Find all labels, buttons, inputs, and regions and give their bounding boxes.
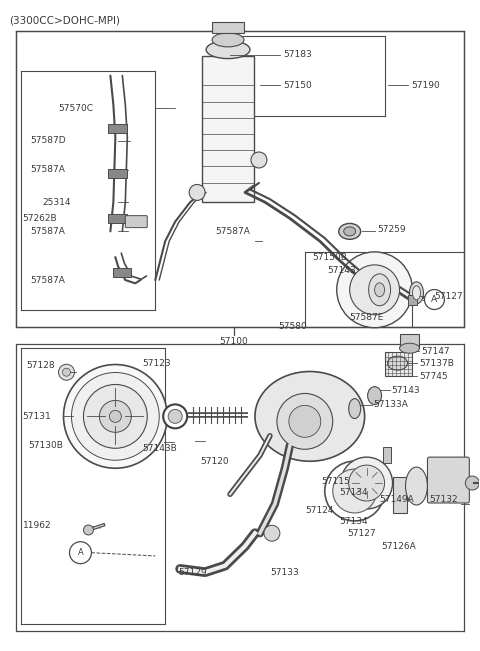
Circle shape xyxy=(336,252,412,327)
Ellipse shape xyxy=(339,223,360,240)
Text: 57126A: 57126A xyxy=(382,542,416,551)
Bar xyxy=(212,21,244,33)
Text: 57120: 57120 xyxy=(200,457,229,466)
Text: 57745: 57745 xyxy=(420,372,448,381)
Ellipse shape xyxy=(348,398,360,419)
Bar xyxy=(202,56,254,202)
Circle shape xyxy=(70,542,91,564)
Circle shape xyxy=(99,400,132,432)
Text: 57587A: 57587A xyxy=(31,165,65,174)
Circle shape xyxy=(289,406,321,437)
Ellipse shape xyxy=(387,356,408,370)
Ellipse shape xyxy=(374,283,384,297)
Ellipse shape xyxy=(369,274,391,306)
Ellipse shape xyxy=(399,343,420,353)
Text: 57150B: 57150B xyxy=(312,253,347,262)
Circle shape xyxy=(277,393,333,449)
Ellipse shape xyxy=(368,387,382,404)
Circle shape xyxy=(62,368,71,376)
Text: 57150: 57150 xyxy=(283,81,312,90)
Circle shape xyxy=(163,404,187,428)
Text: 57129: 57129 xyxy=(178,568,207,577)
Bar xyxy=(408,294,418,305)
Circle shape xyxy=(348,465,384,501)
Text: 57587A: 57587A xyxy=(31,227,65,236)
Circle shape xyxy=(424,290,444,309)
Ellipse shape xyxy=(406,467,428,505)
Text: 57149A: 57149A xyxy=(380,495,414,504)
Bar xyxy=(384,352,412,376)
Ellipse shape xyxy=(409,282,423,304)
Circle shape xyxy=(72,372,159,460)
Ellipse shape xyxy=(344,227,356,236)
Circle shape xyxy=(325,461,384,521)
Bar xyxy=(399,334,420,348)
Bar xyxy=(113,268,132,277)
Text: 57259: 57259 xyxy=(378,225,406,234)
Circle shape xyxy=(59,365,74,380)
Text: 57127: 57127 xyxy=(348,529,376,538)
Text: 57143: 57143 xyxy=(328,266,356,275)
Bar xyxy=(108,214,127,223)
FancyBboxPatch shape xyxy=(428,457,469,503)
Bar xyxy=(16,31,464,327)
Text: 57124: 57124 xyxy=(305,506,333,515)
Text: 57587A: 57587A xyxy=(31,275,65,284)
Circle shape xyxy=(63,365,167,468)
Text: 25314: 25314 xyxy=(43,198,71,206)
Text: 57134: 57134 xyxy=(340,488,368,497)
Circle shape xyxy=(84,525,94,535)
Circle shape xyxy=(168,409,182,423)
Ellipse shape xyxy=(212,33,244,47)
Text: 57132: 57132 xyxy=(430,495,458,504)
Circle shape xyxy=(264,525,280,541)
Text: 57147: 57147 xyxy=(421,347,450,356)
Text: 57127: 57127 xyxy=(434,292,463,301)
Text: 57580: 57580 xyxy=(278,322,307,331)
Text: 57262B: 57262B xyxy=(23,214,57,223)
Text: 57131: 57131 xyxy=(23,412,51,421)
Ellipse shape xyxy=(206,40,250,59)
Text: 57143: 57143 xyxy=(392,386,420,395)
Text: 57137B: 57137B xyxy=(420,359,455,368)
Circle shape xyxy=(465,476,480,490)
Text: 57587D: 57587D xyxy=(31,136,66,145)
Text: 57123: 57123 xyxy=(142,359,171,368)
Circle shape xyxy=(341,457,393,509)
Text: 57100: 57100 xyxy=(220,337,248,346)
Circle shape xyxy=(333,469,377,513)
Text: 57587A: 57587A xyxy=(215,227,250,236)
Text: 57115: 57115 xyxy=(322,477,350,486)
Text: 57587E: 57587E xyxy=(350,313,384,322)
Text: 57143B: 57143B xyxy=(142,445,177,453)
Text: 11962: 11962 xyxy=(23,521,51,530)
Text: 57128: 57128 xyxy=(26,361,55,370)
Text: 57133A: 57133A xyxy=(373,400,408,409)
Ellipse shape xyxy=(255,372,365,462)
Bar xyxy=(393,477,407,513)
Text: (3300CC>DOHC-MPI): (3300CC>DOHC-MPI) xyxy=(9,15,120,25)
Circle shape xyxy=(189,184,205,201)
Bar xyxy=(108,124,127,133)
Circle shape xyxy=(251,152,267,168)
Text: 57130B: 57130B xyxy=(29,441,63,450)
Circle shape xyxy=(109,410,121,422)
Text: 57134: 57134 xyxy=(340,517,368,526)
Text: 57190: 57190 xyxy=(411,81,440,90)
Circle shape xyxy=(84,385,147,449)
Bar xyxy=(108,169,127,178)
Text: 57183: 57183 xyxy=(283,50,312,59)
Circle shape xyxy=(350,265,399,314)
Ellipse shape xyxy=(412,286,420,299)
FancyBboxPatch shape xyxy=(125,215,147,228)
Text: 57570C: 57570C xyxy=(59,104,94,113)
Bar xyxy=(383,447,391,463)
Text: 57133: 57133 xyxy=(270,568,299,577)
Text: A: A xyxy=(432,295,437,304)
Text: A: A xyxy=(78,548,84,557)
